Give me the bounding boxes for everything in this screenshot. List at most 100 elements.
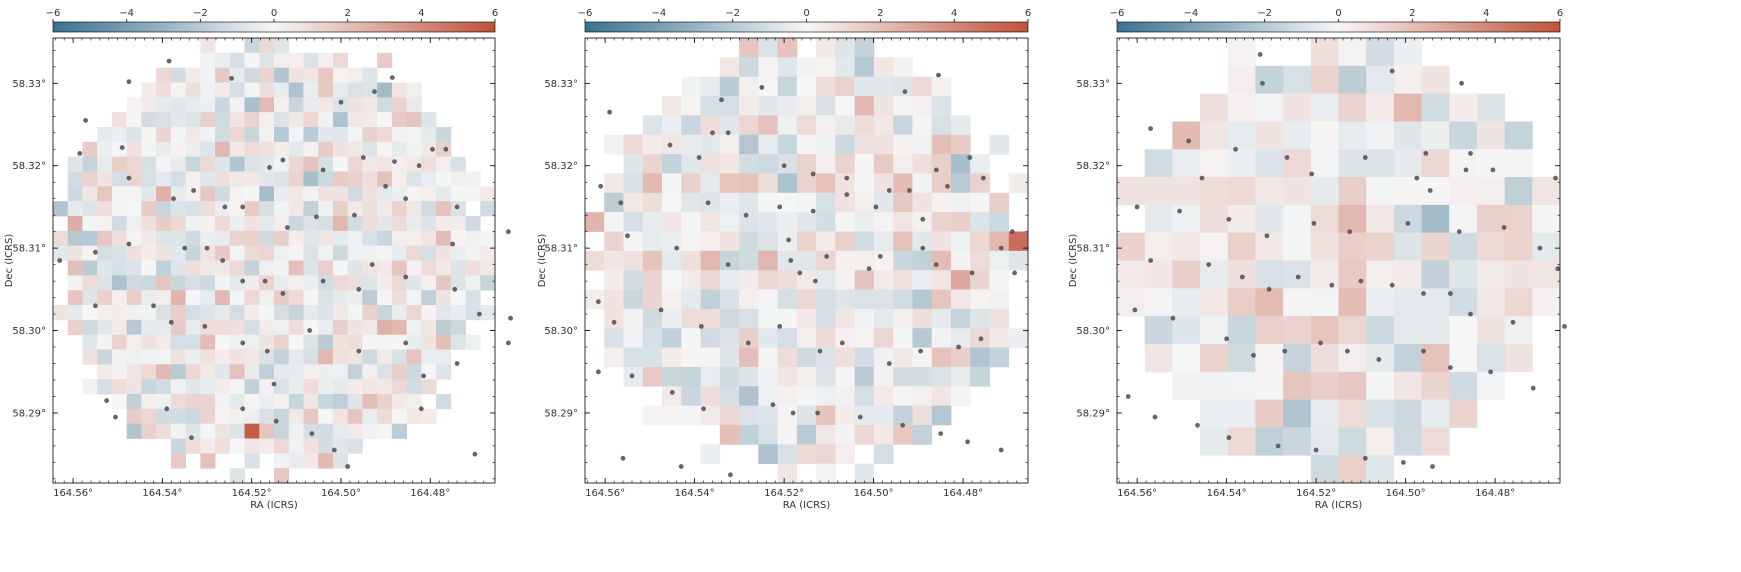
heatmap-cells — [1117, 38, 1560, 483]
heatmap-cell — [796, 366, 817, 387]
source-point — [728, 472, 733, 478]
source-point — [1313, 447, 1319, 453]
heatmap-cell — [1172, 149, 1201, 178]
source-point — [1148, 126, 1153, 131]
heatmap-cell — [835, 134, 856, 155]
heatmap-cell — [303, 260, 319, 276]
source-point — [669, 390, 675, 395]
heatmap-cell — [758, 347, 779, 368]
source-point — [705, 200, 711, 206]
heatmap-cell — [288, 260, 304, 276]
heatmap-cell — [82, 245, 98, 261]
heatmap-cell — [970, 270, 990, 290]
heatmap-cell — [391, 408, 407, 425]
source-point — [1423, 151, 1429, 156]
heatmap-cell — [200, 305, 216, 321]
source-point — [815, 410, 821, 416]
heatmap-cell — [259, 349, 275, 365]
heatmap-cell — [156, 156, 172, 172]
heatmap-cell — [1338, 121, 1367, 150]
heatmap-cell — [391, 260, 407, 276]
heatmap-cell — [332, 97, 349, 113]
heatmap-cell — [215, 52, 231, 69]
heatmap-cell — [681, 347, 701, 368]
heatmap-cell — [229, 379, 245, 395]
heatmap-cell — [170, 171, 186, 187]
heatmap-cell — [1200, 371, 1229, 400]
heatmap-cell — [1310, 177, 1339, 206]
heatmap-cell — [854, 250, 875, 271]
heatmap-cell — [642, 366, 663, 387]
heatmap-cell — [739, 173, 759, 194]
heatmap-cell — [259, 319, 275, 336]
heatmap-cell — [719, 270, 740, 290]
heatmap-cell — [893, 57, 913, 78]
heatmap-cell — [82, 290, 98, 306]
source-point — [1186, 138, 1191, 144]
heatmap-cell — [377, 260, 393, 276]
heatmap-cell — [835, 250, 856, 271]
heatmap-cell — [318, 334, 334, 350]
heatmap-cell — [970, 347, 990, 368]
heatmap-cell — [406, 260, 422, 276]
heatmap-cell — [259, 141, 275, 158]
heatmap-cell — [623, 173, 644, 194]
heatmap-cell — [931, 76, 952, 97]
colorbar-tick-label: 4 — [951, 8, 957, 19]
heatmap-cell — [450, 216, 466, 232]
heatmap-cell — [377, 186, 393, 202]
source-point — [1421, 291, 1426, 296]
heatmap-cell — [1227, 343, 1256, 373]
source-point — [1012, 270, 1017, 276]
heatmap-cell — [465, 275, 481, 291]
heatmap-cell — [835, 38, 856, 58]
heatmap-cell — [719, 96, 740, 116]
heatmap-cell — [126, 349, 142, 365]
heatmap-cell — [1283, 149, 1312, 178]
heatmap-cell — [406, 408, 422, 425]
heatmap-cell — [950, 347, 971, 368]
source-point — [389, 75, 395, 80]
source-point — [777, 204, 783, 210]
heatmap-cell — [700, 250, 721, 271]
heatmap-cell — [288, 379, 304, 395]
heatmap-cell — [111, 275, 128, 291]
heatmap-cell — [259, 171, 275, 187]
source-point — [719, 97, 724, 103]
heatmap-cell — [873, 444, 894, 465]
heatmap-cell — [796, 347, 817, 368]
heatmap-cell — [421, 275, 437, 291]
heatmap-cell — [141, 408, 157, 425]
heatmap-cell — [347, 112, 363, 128]
heatmap-cell — [200, 453, 216, 469]
heatmap-cell — [1200, 204, 1229, 234]
heatmap-cell — [362, 171, 378, 187]
heatmap-cell — [450, 186, 466, 202]
heatmap-cell — [406, 364, 422, 380]
heatmap-cell — [1117, 260, 1146, 289]
heatmap-cell — [347, 290, 363, 306]
heatmap-cell — [950, 115, 971, 136]
heatmap-cell — [1476, 177, 1506, 206]
heatmap-cell — [642, 173, 663, 194]
heatmap-cell — [332, 245, 349, 261]
heatmap-cell — [362, 260, 378, 276]
heatmap-cell — [259, 364, 275, 380]
heatmap-cell — [436, 260, 452, 276]
source-point — [877, 254, 883, 259]
heatmap-cell — [1532, 288, 1560, 317]
heatmap-cell — [97, 379, 113, 395]
heatmap-cell — [436, 156, 452, 172]
heatmap-cell — [1255, 65, 1284, 95]
heatmap-cell — [421, 112, 437, 128]
heatmap-cell — [377, 230, 393, 247]
heatmap-cell — [156, 112, 172, 128]
heatmap-cell — [989, 270, 1010, 290]
heatmap-cell — [332, 127, 349, 143]
heatmap-cell — [259, 305, 275, 321]
heatmap-cell — [170, 305, 186, 321]
heatmap-cell — [347, 245, 363, 261]
heatmap-cell — [450, 260, 466, 276]
heatmap-cell — [1310, 288, 1339, 317]
heatmap-cell — [1227, 65, 1256, 95]
